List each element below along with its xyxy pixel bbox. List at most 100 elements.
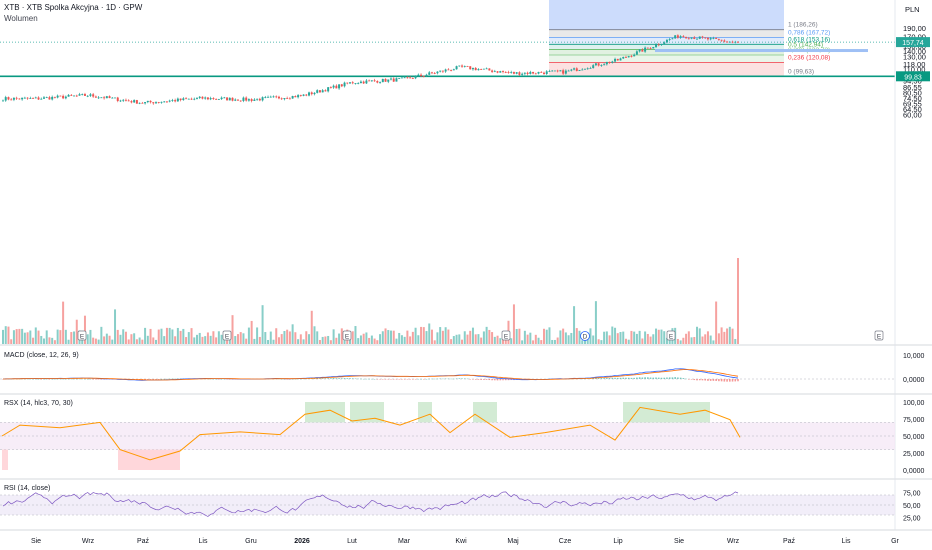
candle-body [67, 94, 70, 97]
volume-bar [286, 329, 289, 344]
candle-body [392, 78, 395, 82]
macd-hist-bar [62, 378, 64, 380]
volume-bar [239, 332, 242, 344]
earnings-marker [874, 330, 884, 341]
macd-hist-bar [707, 379, 709, 381]
macd-hist-bar [37, 378, 40, 380]
rsx-tick-label: 100,00 [903, 400, 925, 407]
candle-body [45, 97, 48, 99]
fib-level-label: 0 (99,63) [788, 68, 814, 75]
volume-bar [231, 315, 234, 344]
macd-hist-bar [106, 379, 108, 380]
macd-hist-bar [228, 379, 231, 380]
candle-body [417, 74, 420, 76]
candle-body [723, 40, 726, 42]
candle-body [23, 97, 26, 99]
volume-bar [297, 339, 300, 344]
time-tick-label: Paź [783, 538, 796, 545]
fib-level-label: 0,618 (153,16) [788, 36, 830, 43]
candle-body [2, 100, 4, 102]
candle-body [302, 94, 305, 96]
macd-hist-bar [40, 379, 43, 380]
candle-body [75, 95, 78, 97]
price-tick-label: 80,50 [903, 88, 922, 97]
candle-body [73, 95, 76, 97]
volume-bar [592, 335, 595, 344]
volume-bar [523, 330, 526, 344]
candle-body [370, 80, 373, 82]
volume-bar [717, 333, 720, 344]
macd-hist-bar [283, 378, 286, 380]
event-marker-label: E [669, 334, 674, 341]
candle-body [562, 70, 565, 74]
candle-body [499, 71, 502, 73]
candle-body [706, 37, 709, 40]
macd-hist-bar [422, 379, 425, 380]
macd-hist-bar [218, 379, 220, 380]
candle-body [488, 68, 491, 71]
price-tick-label: 110,00 [903, 65, 925, 74]
macd-hist-bar [666, 377, 668, 379]
volume-bar [163, 336, 166, 344]
volume-bar [608, 335, 611, 344]
candle-body [556, 70, 559, 72]
candle-body [624, 56, 627, 58]
candle-body [239, 100, 242, 102]
macd-hist-bar [693, 379, 696, 381]
volume-bar [135, 339, 138, 344]
candle-body [64, 96, 67, 99]
macd-hist-bar [597, 377, 600, 379]
candle-body [644, 47, 647, 52]
volume-bar [45, 330, 48, 344]
volume-bar [12, 330, 15, 344]
volume-bar [359, 335, 362, 344]
macd-hist-bar [655, 377, 657, 379]
candle-body [212, 98, 215, 100]
volume-bar [340, 328, 343, 344]
volume-bar [622, 331, 625, 344]
volume-bar [253, 338, 256, 344]
volume-bar [414, 327, 417, 344]
macd-hist-bar [701, 379, 704, 381]
rsx-line [1, 406, 741, 461]
fib-zone [549, 44, 784, 50]
volume-bar [4, 326, 7, 344]
volume-bar [111, 339, 114, 344]
volume-bar [215, 337, 218, 344]
volume-bar [75, 319, 78, 344]
macd-hist-bar [455, 378, 458, 379]
candle-body [420, 74, 423, 76]
candle-body [685, 36, 688, 39]
macd-hist-bar [327, 378, 329, 379]
macd-hist-bar [95, 379, 97, 380]
rsi-tick-label: 75,00 [903, 491, 921, 498]
volume-bar [649, 336, 652, 344]
macd-hist-bar [403, 379, 406, 380]
macd-hist-bar [619, 377, 622, 379]
volume-bar [633, 331, 636, 344]
candle-body [376, 81, 379, 83]
macd-hist-bar [349, 378, 351, 379]
candle-body [261, 97, 264, 101]
candle-body [193, 98, 196, 100]
macd-hist-bar [381, 379, 384, 380]
time-tick-label: Gr [891, 538, 899, 545]
volume-bar [463, 331, 466, 344]
candle-body [195, 97, 198, 99]
candle-body [324, 90, 327, 92]
macd-hist-bar [390, 379, 392, 380]
volume-bar [261, 305, 264, 344]
macd-hist-bar [351, 378, 354, 379]
candle-body [94, 96, 97, 98]
volume-bar [92, 337, 95, 344]
candle-body [398, 78, 401, 79]
candle-body [422, 75, 425, 77]
candle-body [29, 97, 32, 99]
macd-hist-bar [89, 378, 92, 380]
volume-bar [726, 328, 729, 344]
macd-hist-bar [616, 377, 619, 379]
candle-body [291, 96, 294, 99]
candle-body [655, 44, 658, 48]
volume-bar [518, 328, 521, 344]
